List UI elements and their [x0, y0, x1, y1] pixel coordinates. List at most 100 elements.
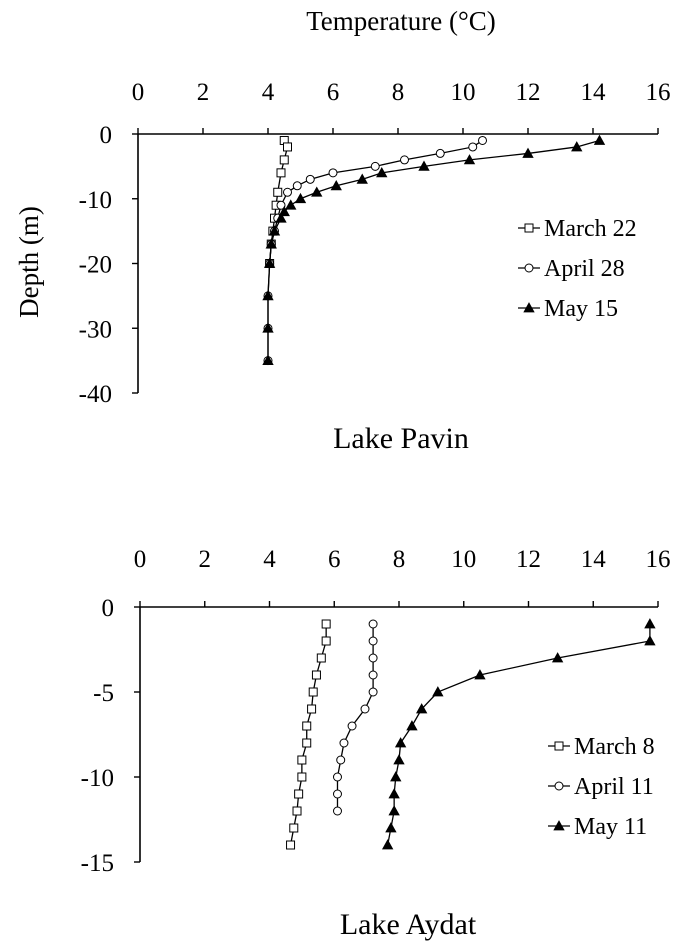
- legend-entry: May 15: [518, 296, 618, 322]
- x-tick-label: 12: [516, 546, 541, 573]
- series-april-11: [332, 619, 378, 816]
- x-tick-label: 6: [328, 546, 341, 573]
- legend-entry: May 11: [548, 814, 647, 840]
- data-point: [336, 755, 346, 765]
- data-point: [644, 618, 656, 629]
- axes: 0 2 4 6 8 10 12 14 16 0 -10 -20 -30 -40: [79, 79, 671, 408]
- data-point: [388, 805, 400, 816]
- data-point: [394, 737, 407, 748]
- data-point: [571, 141, 583, 152]
- data-point: [593, 134, 606, 145]
- data-point: [297, 772, 307, 782]
- axes: 0 2 4 6 8 10 12 14 16 0 -5 -10 -15: [81, 546, 671, 877]
- data-point: [321, 619, 331, 629]
- x-tick-label: 8: [393, 546, 406, 573]
- data-point: [279, 155, 289, 165]
- data-point: [435, 148, 445, 158]
- y-tick-label: 0: [102, 595, 115, 622]
- y-axis-title: Depth (m): [14, 206, 44, 318]
- data-point: [262, 290, 274, 301]
- legend-label: March 8: [574, 734, 655, 760]
- data-point: [339, 738, 349, 748]
- y-tick-label: -15: [81, 850, 114, 877]
- data-point: [368, 687, 378, 697]
- y-tick-label: -5: [93, 680, 114, 707]
- data-point: [368, 670, 378, 680]
- series-line: [336, 624, 374, 811]
- x-tick-label: 2: [199, 546, 212, 573]
- lake-aydat-chart: Lake Aydat 0 2 4 6 8 10 12 14 16 0 -5 -10 -15 March 8…: [81, 546, 671, 941]
- data-point: [308, 687, 318, 697]
- x-tick-label: 2: [197, 79, 210, 106]
- data-point: [551, 652, 564, 663]
- x-tick-label: 10: [451, 79, 476, 106]
- data-point: [307, 704, 317, 714]
- data-point: [356, 173, 368, 184]
- data-point: [474, 669, 486, 680]
- data-point: [370, 161, 380, 171]
- data-point: [283, 142, 292, 152]
- data-point: [292, 806, 302, 816]
- x-tick-label: 12: [516, 79, 541, 106]
- data-point: [294, 192, 307, 204]
- y-tick-label: -40: [79, 381, 112, 408]
- y-tick-label: 0: [100, 122, 113, 149]
- x-tick-label: 0: [134, 546, 147, 573]
- data-point: [276, 200, 286, 210]
- x-tick-label: 16: [646, 79, 671, 106]
- data-point: [368, 636, 378, 646]
- data-point: [328, 168, 338, 178]
- data-point: [390, 771, 402, 782]
- data-point: [381, 839, 394, 850]
- data-point: [311, 186, 323, 197]
- data-point: [268, 225, 281, 236]
- data-point: [332, 772, 342, 782]
- x-tick-label: 4: [262, 79, 275, 106]
- legend-label: April 28: [544, 256, 625, 282]
- series-may-11: [381, 618, 656, 850]
- x-tick-label: 16: [646, 546, 671, 573]
- legend-marker: [524, 223, 534, 233]
- series-may-15: [262, 134, 606, 366]
- y-tick-label: -10: [79, 187, 112, 214]
- data-point: [415, 703, 428, 714]
- data-point: [388, 788, 400, 799]
- data-point: [286, 840, 296, 850]
- legend-label: March 22: [544, 216, 637, 242]
- data-point: [332, 789, 342, 799]
- legend-marker: [554, 781, 564, 791]
- x-tick-label: 0: [132, 79, 145, 106]
- data-point: [321, 636, 331, 646]
- data-point: [283, 187, 292, 197]
- data-point: [265, 238, 277, 249]
- lake-pavin-chart: Temperature (°C) Depth (m) Lake Pavin 0 2…: [14, 6, 671, 455]
- data-point: [376, 167, 388, 178]
- data-point: [311, 670, 321, 680]
- chart-title: Lake Aydat: [340, 908, 477, 941]
- data-point: [468, 142, 478, 152]
- series-march-8: [286, 619, 331, 850]
- data-point: [644, 635, 656, 646]
- series-line: [267, 139, 600, 361]
- data-point: [418, 160, 430, 171]
- x-tick-label: 6: [327, 79, 340, 106]
- data-point: [276, 168, 286, 178]
- data-point: [302, 738, 312, 748]
- data-point: [368, 653, 378, 663]
- data-point: [463, 154, 476, 165]
- data-point: [360, 704, 370, 714]
- data-point: [316, 653, 326, 663]
- legend-entry: April 11: [548, 774, 654, 800]
- series-line: [268, 140, 289, 264]
- series-line: [267, 139, 483, 361]
- x-tick-label: 10: [451, 546, 476, 573]
- data-point: [294, 789, 304, 799]
- data-point: [305, 174, 315, 184]
- y-tick-label: -30: [79, 316, 112, 343]
- legend-marker: [553, 820, 565, 831]
- legend-entry: April 28: [518, 256, 625, 282]
- legend-marker: [524, 263, 534, 273]
- legend-label: May 15: [544, 296, 618, 322]
- data-point: [332, 806, 342, 816]
